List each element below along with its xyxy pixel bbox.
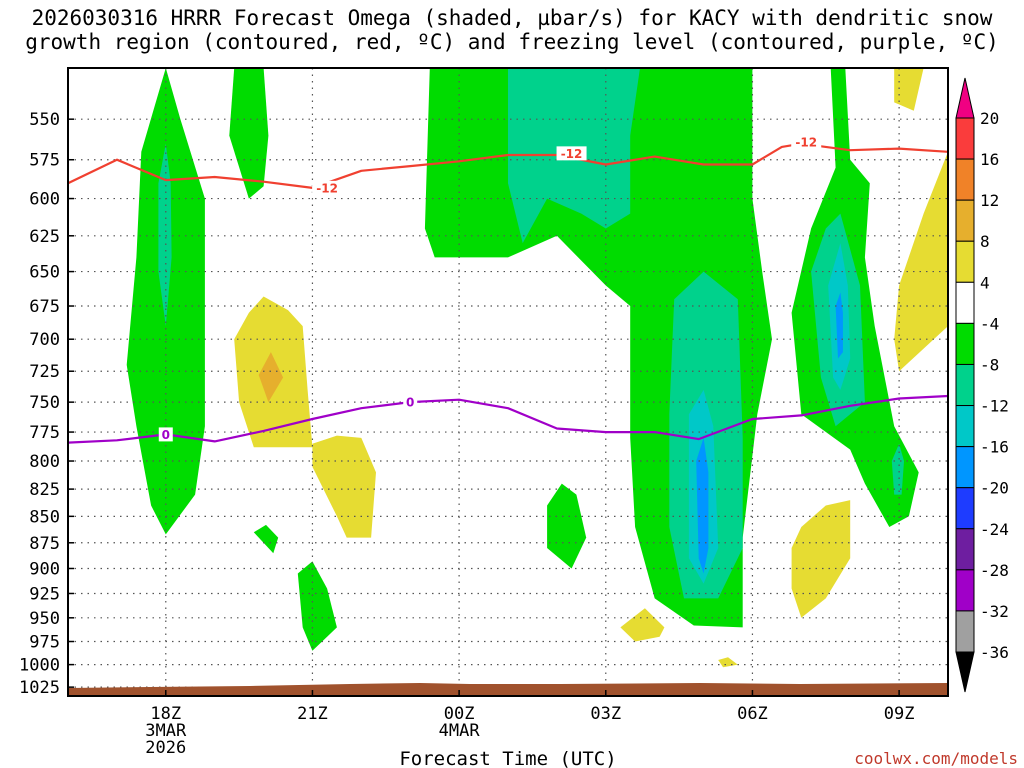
colorbar-bin-12: [955, 569, 975, 612]
plot-frame: [67, 67, 949, 697]
colorbar-top-arrow: [955, 77, 975, 119]
colorbar-bin-4: [955, 240, 975, 283]
colorbar-label-13: -32: [980, 602, 1009, 621]
y-tick-575: 575: [29, 151, 60, 171]
colorbar-bin-5: [955, 281, 975, 324]
y-tick-1000: 1000: [19, 656, 60, 676]
y-tick-775: 775: [29, 423, 60, 443]
x-tick-06Z-line-1: 06Z: [737, 704, 768, 724]
x-tick-00Z-line-1: 00Z: [444, 704, 475, 724]
omega-region-22: [791, 500, 851, 618]
omega-shading: [126, 68, 948, 668]
omega-region-16: [891, 443, 904, 495]
colorbar-label-12: -28: [980, 561, 1009, 580]
x-tick-09Z-line-1: 09Z: [884, 704, 915, 724]
colorbar-bin-7: [955, 363, 975, 407]
credit-text[interactable]: coolwx.com/models: [854, 749, 1018, 768]
title-line-2: growth region (contoured, red, ºC) and f…: [25, 30, 999, 54]
omega-region-4: [253, 524, 279, 554]
y-tick-650: 650: [29, 263, 60, 283]
colorbar-bottom-arrow: [955, 651, 975, 693]
y-tick-625: 625: [29, 227, 60, 247]
omega-region-11: [547, 483, 587, 569]
x-tick-18Z-line-2: 3MAR: [145, 721, 187, 741]
y-tick-1025: 1025: [19, 678, 60, 698]
colorbar-bin-13: [955, 610, 975, 653]
y-tick-800: 800: [29, 452, 60, 472]
omega-region-21: [894, 151, 948, 372]
contour-label-bg-2-2: [403, 395, 418, 410]
chart-title: 2026030316 HRRR Forecast Omega (shaded, …: [0, 6, 1024, 54]
contour-label-bg-2-1: [158, 427, 173, 442]
y-tick-825: 825: [29, 480, 60, 500]
omega-region-2: [158, 143, 172, 327]
x-axis-label: Forecast Time (UTC): [399, 748, 616, 768]
colorbar-bin-10: [955, 487, 975, 530]
contour-label-bg-1-2: [556, 146, 587, 161]
y-tick-550: 550: [29, 110, 60, 130]
omega-region-18: [258, 352, 284, 403]
colorbar-label-5: 4: [980, 273, 990, 292]
colorbar-label-6: -4: [980, 314, 999, 333]
y-tick-750: 750: [29, 393, 60, 413]
omega-region-15: [835, 292, 843, 359]
contour-label-2-2: 0: [406, 396, 414, 410]
colorbar-bin-3: [955, 199, 975, 242]
y-axis: 550 575 600 625 650 675 700 725 750 775 800 825 850 8…: [19, 110, 74, 698]
x-tick-21Z-line-1: 21Z: [297, 704, 328, 724]
colorbar-bin-1: [955, 117, 975, 160]
x-tick-18Z-line-3: 2026: [145, 738, 186, 758]
y-tick-675: 675: [29, 297, 60, 317]
x-tick-18Z-line-1: 18Z: [150, 704, 181, 724]
y-tick-850: 850: [29, 507, 60, 527]
omega-region-5: [297, 561, 337, 651]
omega-region-20: [894, 68, 924, 111]
y-tick-950: 950: [29, 609, 60, 629]
colorbar: 20 16 12 8 4 -4 -8 -12 -16 -20 -24 -28 -32 -36: [955, 77, 1009, 693]
omega-region-23: [620, 608, 665, 642]
colorbar-label-1: 20: [980, 109, 999, 128]
colorbar-bin-2: [955, 158, 975, 201]
omega-region-24: [718, 657, 738, 668]
colorbar-label-11: -24: [980, 520, 1009, 539]
terrain-fill: [68, 683, 948, 696]
y-tick-600: 600: [29, 190, 60, 210]
y-tick-700: 700: [29, 330, 60, 350]
colorbar-bin-9: [955, 446, 975, 489]
contour-label-1-2: -12: [561, 147, 583, 161]
contour-label-1-3: -12: [795, 136, 817, 150]
x-tick-03Z-line-1: 03Z: [590, 704, 621, 724]
colorbar-label-4: 8: [980, 232, 990, 251]
ground-terrain: [68, 683, 948, 696]
y-tick-925: 925: [29, 584, 60, 604]
colorbar-label-3: 12: [980, 191, 999, 210]
colorbar-bin-6: [955, 322, 975, 365]
y-tick-875: 875: [29, 534, 60, 554]
contour-lines: -12 -12 -12 0 0: [68, 135, 948, 444]
contour-line-2: [68, 394, 948, 444]
title-line-1: 2026030316 HRRR Forecast Omega (shaded, …: [31, 6, 993, 30]
contour-label-bg-1-1: [312, 180, 343, 195]
colorbar-label-7: -8: [980, 355, 999, 374]
y-tick-975: 975: [29, 633, 60, 653]
contour-label-1-1: -12: [316, 181, 338, 195]
colorbar-label-14: -36: [980, 643, 1009, 662]
x-tick-00Z-line-2: 4MAR: [439, 721, 481, 741]
colorbar-label-9: -16: [980, 438, 1009, 457]
colorbar-bin-8: [955, 405, 975, 448]
colorbar-label-8: -12: [980, 397, 1009, 416]
contour-label-bg-1-3: [791, 135, 822, 150]
y-tick-900: 900: [29, 559, 60, 579]
y-tick-725: 725: [29, 362, 60, 382]
colorbar-bin-11: [955, 528, 975, 571]
colorbar-label-2: 16: [980, 150, 999, 169]
omega-region-3: [229, 68, 269, 199]
colorbar-label-10: -20: [980, 479, 1009, 498]
contour-label-2-1: 0: [162, 428, 170, 442]
omega-region-10: [696, 437, 709, 574]
grid-lines: [68, 68, 948, 696]
